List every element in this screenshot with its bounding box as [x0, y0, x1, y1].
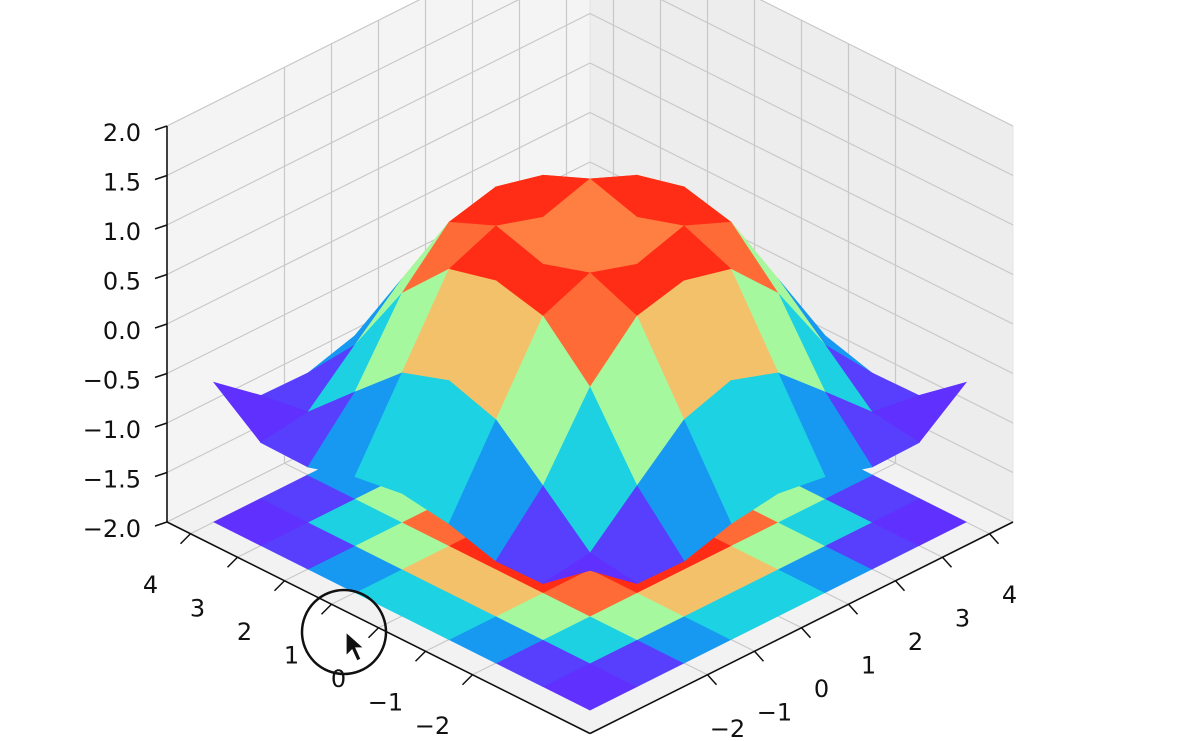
z-tick-label: −2.0 [83, 515, 141, 543]
tick-mark [154, 273, 168, 280]
axes: −2−101234−2−101234−2.0−1.5−1.0−0.50.00.5… [83, 119, 1017, 741]
tick-mark [154, 125, 168, 131]
z-tick-label: 2.0 [103, 119, 141, 147]
y-tick-label: −1 [368, 688, 403, 716]
tick-mark [154, 174, 168, 181]
tick-mark [179, 533, 192, 545]
x-axis-line [589, 521, 1014, 735]
grid-line [589, 12, 1014, 226]
x-tick-label: 2 [908, 628, 923, 656]
tick-mark [273, 580, 286, 592]
tick-mark [988, 533, 1000, 545]
tick-mark [706, 674, 718, 686]
surface-cell [542, 552, 638, 584]
y-tick-label: 0 [331, 665, 346, 693]
x-tick-label: 3 [955, 604, 970, 632]
grid-line [166, 62, 591, 276]
z-tick-label: −1.0 [83, 416, 141, 444]
tick-mark [154, 372, 168, 379]
tick-mark [414, 650, 427, 662]
y-axis-line [166, 521, 591, 735]
x-tick-label: −1 [757, 698, 792, 726]
tick-mark [226, 556, 239, 568]
tick-mark [753, 650, 765, 662]
z-tick-label: 1.0 [103, 218, 141, 246]
surface [212, 174, 968, 584]
tick-mark [941, 556, 953, 568]
tick-mark [154, 521, 168, 527]
tick-mark [154, 422, 168, 428]
cursor-arrow [345, 630, 366, 662]
tick-mark [847, 603, 859, 615]
tick-mark [154, 471, 168, 478]
z-tick-label: 0.5 [103, 268, 141, 296]
grid-line [166, 111, 591, 325]
z-tick-label: −0.5 [83, 367, 141, 395]
tick-mark [367, 627, 380, 639]
mouse-cursor [300, 588, 388, 676]
z-tick-label: 0.0 [103, 317, 141, 345]
grid-line [166, 0, 421, 127]
y-tick-label: −2 [415, 712, 450, 740]
grid-line [660, 0, 1014, 177]
grid-line [589, 111, 1014, 325]
tick-mark [320, 603, 333, 615]
tick-mark [461, 674, 474, 686]
grid-line [589, 62, 1014, 276]
tick-mark [154, 323, 168, 329]
tick-mark [154, 224, 168, 230]
x-tick-label: −2 [710, 715, 745, 741]
grid-line [166, 12, 591, 226]
grid-line [166, 0, 520, 177]
cursor-highlight [300, 588, 388, 676]
tick-mark [894, 580, 906, 592]
x-tick-label: 0 [814, 675, 829, 703]
y-tick-label: 2 [237, 618, 252, 646]
x-tick-label: 1 [861, 651, 876, 679]
tick-mark [800, 627, 812, 639]
y-tick-label: 1 [284, 641, 299, 669]
y-tick-label: 4 [143, 571, 158, 599]
x-tick-label: 4 [1002, 581, 1017, 609]
z-tick-label: 1.5 [103, 169, 141, 197]
z-tick-label: −1.5 [83, 466, 141, 494]
grid-line [759, 0, 1014, 127]
y-tick-label: 3 [190, 594, 205, 622]
